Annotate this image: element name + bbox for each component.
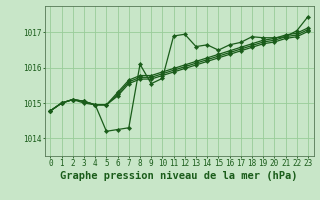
X-axis label: Graphe pression niveau de la mer (hPa): Graphe pression niveau de la mer (hPa) (60, 171, 298, 181)
